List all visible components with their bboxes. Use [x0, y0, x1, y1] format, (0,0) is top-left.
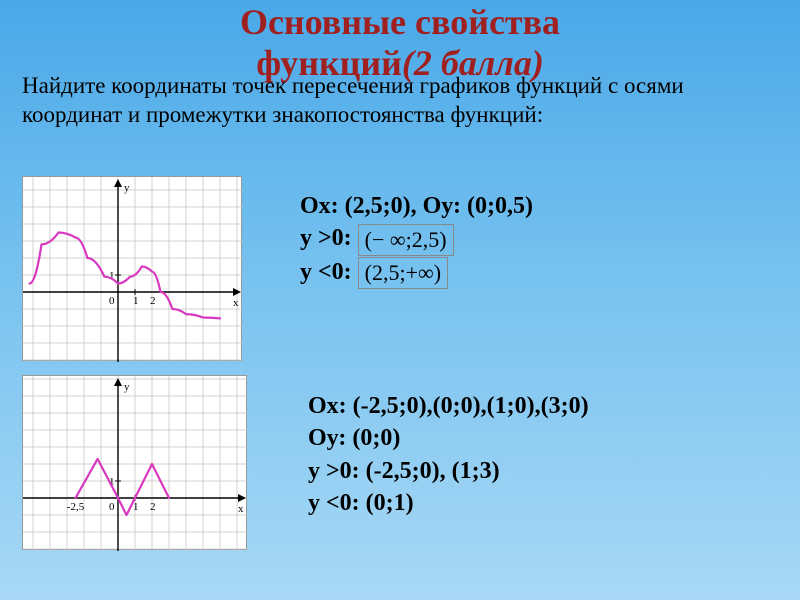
- title-line1: Основные свойства: [240, 2, 560, 42]
- svg-text:2: 2: [150, 501, 156, 513]
- ans2-line3: у >0: (-2,5;0), (1;3): [308, 455, 589, 487]
- problem-text: Найдите координаты точек пересечения гра…: [22, 72, 762, 130]
- ans1-line2: у >0: (− ∞;2,5): [300, 222, 533, 255]
- graph-2: 0121xy-2,5: [22, 375, 247, 550]
- interval-1: (− ∞;2,5): [358, 224, 454, 256]
- graph-1: 0121xy: [22, 176, 242, 361]
- ans1-line1: Ох: (2,5;0), Оу: (0;0,5): [300, 190, 533, 222]
- ans2-line4: у <0: (0;1): [308, 487, 589, 519]
- svg-text:0: 0: [109, 295, 115, 307]
- svg-text:x: x: [238, 503, 244, 515]
- ans2-line2: Оу: (0;0): [308, 422, 589, 454]
- svg-text:-2,5: -2,5: [67, 501, 85, 513]
- answer-block-1: Ох: (2,5;0), Оу: (0;0,5) у >0: (− ∞;2,5)…: [300, 190, 533, 289]
- svg-text:y: y: [124, 381, 130, 393]
- interval-2: (2,5;+∞): [358, 257, 448, 289]
- ans2-line1: Ох: (-2,5;0),(0;0),(1;0),(3;0): [308, 390, 589, 422]
- svg-text:1: 1: [133, 295, 139, 307]
- ans1-line3: у <0: (2,5;+∞): [300, 256, 533, 289]
- svg-text:x: x: [233, 297, 239, 309]
- svg-text:2: 2: [150, 295, 156, 307]
- svg-text:0: 0: [109, 501, 115, 513]
- svg-text:y: y: [124, 182, 130, 194]
- answer-block-2: Ох: (-2,5;0),(0;0),(1;0),(3;0) Оу: (0;0)…: [308, 390, 589, 520]
